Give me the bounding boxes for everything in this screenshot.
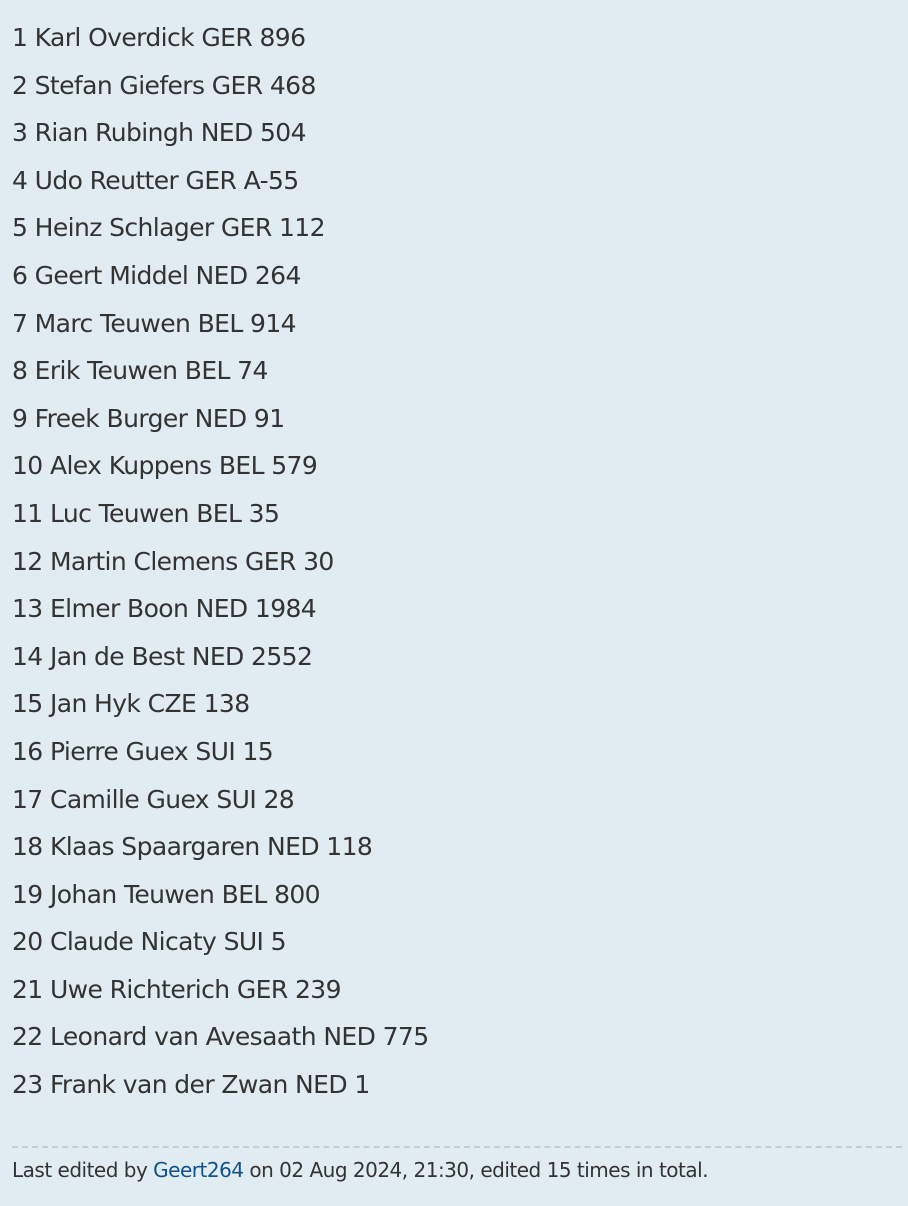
post-line: 23 Frank van der Zwan NED 1 [12, 1070, 370, 1100]
post-line: 10 Alex Kuppens BEL 579 [12, 451, 318, 481]
edit-notice-suffix: on 02 Aug 2024, 21:30, edited 15 times i… [243, 1158, 709, 1182]
post-line: 5 Heinz Schlager GER 112 [12, 213, 326, 243]
post-line: 9 Freek Burger NED 91 [12, 403, 285, 433]
post-line: 14 Jan de Best NED 2552 [12, 641, 313, 671]
post-line: 18 Klaas Spaargaren NED 118 [12, 832, 373, 862]
post-line: 21 Uwe Richterich GER 239 [12, 974, 341, 1004]
post-content: 1 Karl Overdick GER 896 2 Stefan Giefers … [12, 14, 908, 1109]
post-line: 15 Jan Hyk CZE 138 [12, 689, 250, 719]
post-line: 1 Karl Overdick GER 896 [12, 23, 306, 52]
post-line: 7 Marc Teuwen BEL 914 [12, 308, 297, 338]
post-line: 13 Elmer Boon NED 1984 [12, 594, 317, 624]
edit-notice: Last edited by Geert264 on 02 Aug 2024, … [12, 1146, 902, 1182]
post-line: 2 Stefan Giefers GER 468 [12, 70, 316, 100]
post-line: 4 Udo Reutter GER A-55 [12, 165, 299, 195]
post-line: 22 Leonard van Avesaath NED 775 [12, 1022, 429, 1052]
post-line: 6 Geert Middel NED 264 [12, 260, 301, 290]
editor-username-link[interactable]: Geert264 [153, 1158, 244, 1182]
post-line: 12 Martin Clemens GER 30 [12, 546, 334, 576]
post-line: 19 Johan Teuwen BEL 800 [12, 879, 321, 909]
post-line: 8 Erik Teuwen BEL 74 [12, 356, 268, 386]
post-line: 3 Rian Rubingh NED 504 [12, 118, 307, 148]
edit-notice-prefix: Last edited by [12, 1158, 154, 1182]
post-line: 16 Pierre Guex SUI 15 [12, 736, 274, 766]
post-line: 17 Camille Guex SUI 28 [12, 784, 295, 814]
post-line: 11 Luc Teuwen BEL 35 [12, 498, 280, 528]
post-line: 20 Claude Nicaty SUI 5 [12, 927, 287, 957]
